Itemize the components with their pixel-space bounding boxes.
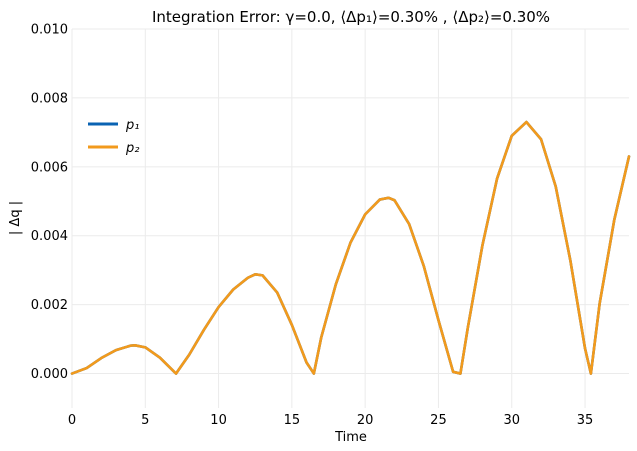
x-tick-label: 30	[503, 413, 520, 428]
series-layer	[70, 120, 631, 375]
x-tick-label: 35	[577, 413, 594, 428]
y-tick-label: 0.008	[31, 91, 68, 106]
y-axis-label: | Δq |	[8, 201, 23, 235]
legend: p₁ p₂	[88, 118, 139, 156]
x-tick-label: 25	[430, 413, 447, 428]
series-line-2	[70, 120, 631, 375]
x-tick-labels: 0 5 10 15 20 25 30 35	[68, 413, 593, 428]
y-tick-labels: 0.000 0.002 0.004 0.006 0.008 0.010	[31, 23, 68, 383]
y-tick-label: 0.000	[31, 367, 68, 382]
x-axis-label: Time	[334, 430, 367, 445]
chart-title: Integration Error: γ=0.0, ⟨Δp₁⟩=0.30% , …	[152, 8, 550, 26]
x-tick-label: 20	[357, 413, 374, 428]
y-gridlines	[72, 28, 629, 375]
x-tick-label: 15	[284, 413, 301, 428]
legend-label-p2: p₂	[125, 141, 139, 156]
y-tick-label: 0.002	[31, 298, 68, 313]
x-tick-label: 0	[68, 413, 76, 428]
y-tick-label: 0.010	[31, 23, 68, 38]
y-tick-label: 0.006	[31, 160, 68, 175]
legend-label-p1: p₁	[125, 118, 139, 133]
series-line-1	[70, 120, 631, 375]
x-tick-label: 10	[210, 413, 227, 428]
x-gridlines	[71, 29, 586, 408]
x-tick-label: 5	[141, 413, 149, 428]
y-tick-label: 0.004	[31, 229, 68, 244]
